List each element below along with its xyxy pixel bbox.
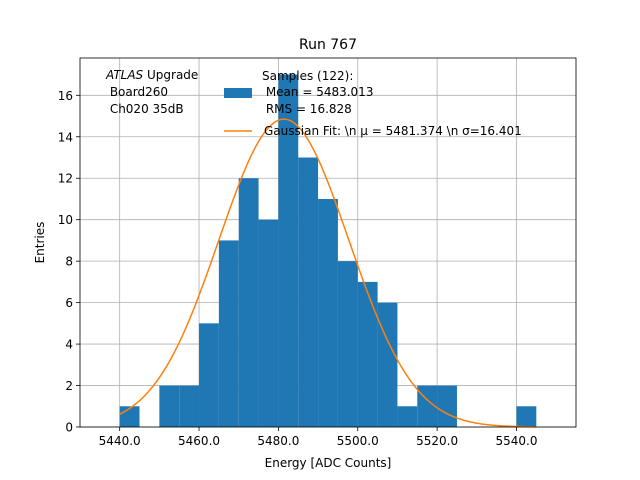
channel-label: Ch020 35dB [106,102,184,116]
histogram-bar-7 [258,219,279,427]
x-tick-label-0: 5440.0 [99,434,141,448]
x-tick-label-1: 5460.0 [178,434,220,448]
x-axis-ticks: 5440.0 5460.0 5480.0 5500.0 5520.0 5540.0 [99,427,537,448]
x-axis-label: Energy [ADC Counts] [265,456,392,470]
legend-fit-label: Gaussian Fit: \n μ = 5481.374 \n σ=16.40… [264,124,522,138]
histogram-bar-20 [516,406,537,427]
y-tick-label-1: 2 [65,379,73,393]
x-tick-label-5: 5540.0 [495,434,537,448]
x-tick-label-3: 5500.0 [337,434,379,448]
histogram-bar-12 [357,281,378,427]
y-tick-label-6: 12 [58,172,73,186]
histogram-bar-4 [199,323,219,427]
histogram-bar-5 [218,240,239,427]
histogram-bar-10 [318,198,338,427]
gaussian-fit-curve [119,118,537,428]
histogram-bar-3 [179,385,200,427]
y-tick-label-7: 14 [58,130,73,144]
histogram-bar-6 [238,178,259,427]
legend: Samples (122): Mean = 5483.013 RMS = 16.… [224,69,522,138]
y-tick-label-8: 16 [58,89,73,103]
histogram-bar-8 [278,74,299,428]
histogram-bar-13 [377,302,398,427]
atlas-word: ATLAS [105,68,144,82]
histogram-bar-9 [298,157,319,427]
y-tick-label-2: 4 [65,338,73,352]
atlas-label: ATLAS Upgrade [105,68,198,82]
y-tick-label-5: 10 [58,213,73,227]
grid [80,58,576,428]
legend-samples-mean: Mean = 5483.013 [262,85,373,99]
x-tick-label-4: 5520.0 [416,434,458,448]
legend-samples-title: Samples (122): [262,69,353,83]
y-axis-label: Entries [33,222,47,264]
upgrade-word: Upgrade [143,68,198,82]
histogram-bar-14 [397,406,418,427]
legend-samples-rms: RMS = 16.828 [262,102,352,116]
y-tick-label-4: 8 [65,255,73,269]
histogram-bar-16 [437,385,457,427]
histogram-bar-2 [159,385,180,427]
chart-title: Run 767 [299,37,357,53]
atlas-annotation: ATLAS Upgrade Board260 Ch020 35dB [105,68,198,116]
y-axis-ticks: 0 2 4 6 8 10 12 14 16 [58,89,80,435]
plot-frame [79,57,577,428]
x-tick-label-2: 5480.0 [257,434,299,448]
histogram-bar-11 [337,261,358,427]
histogram-bar-0 [119,406,140,427]
y-tick-label-0: 0 [65,421,73,435]
legend-samples-swatch [224,88,252,98]
board-label: Board260 [106,85,168,99]
y-tick-label-3: 6 [65,296,73,310]
